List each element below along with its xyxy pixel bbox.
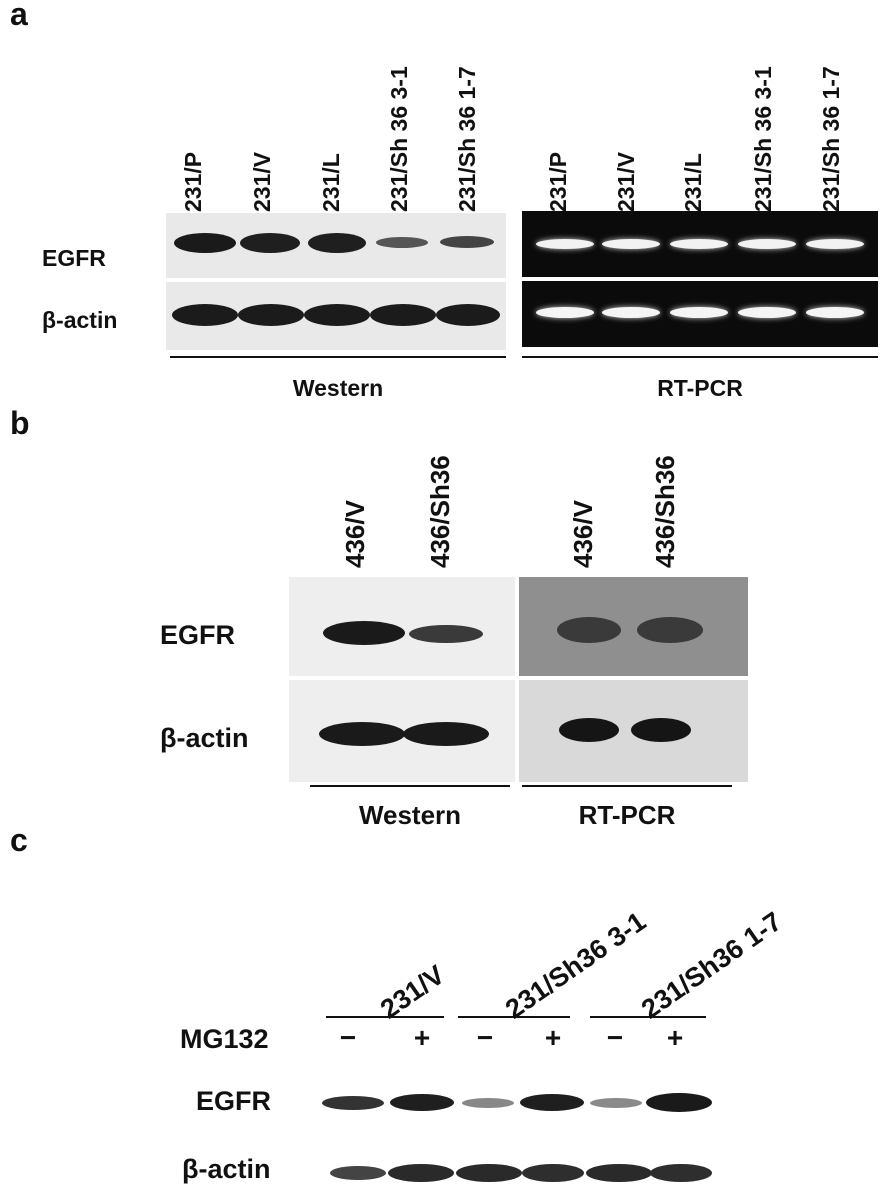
lane-label: 231/Sh 36 3-1 [386,66,412,212]
lane-label: 436/V [340,500,370,568]
group-underline [458,1016,570,1018]
western-underline [170,356,506,358]
rtpcr-gel-egfr [519,577,748,676]
lane-label: 436/V [568,500,598,568]
row-label-egfr: EGFR [42,245,106,271]
rtpcr-underline [522,785,732,787]
method-label-rtpcr: RT-PCR [578,800,676,830]
treatment-sign: + [666,1022,684,1053]
panel-a-letter: a [10,0,28,32]
method-label-western: Western [358,800,462,830]
western-blot-actin [166,282,506,350]
treatment-sign: + [544,1022,562,1053]
treatment-sign: − [606,1022,624,1053]
treatment-sign: − [476,1022,494,1053]
method-label-western: Western [292,375,384,401]
treatment-label: MG132 [180,1024,269,1054]
row-label-beta-actin: β-actin [42,307,118,333]
rtpcr-gel-actin [519,680,748,782]
row-label-beta-actin: β-actin [160,723,249,753]
row-label-egfr: EGFR [196,1086,272,1116]
western-blot-egfr [289,577,515,676]
lane-label: 231/V [613,151,639,212]
group-underline [590,1016,706,1018]
lane-label: 231/L [318,153,344,212]
lane-label: 231/P [180,151,206,212]
lane-label: 231/P [545,151,571,212]
panel-b-letter: b [10,405,30,441]
rtpcr-underline [522,356,878,358]
method-label-rtpcr: RT-PCR [657,375,743,401]
lane-label: 231/V [249,151,275,212]
row-label-egfr: EGFR [160,620,236,650]
treatment-sign: + [413,1022,431,1053]
rtpcr-gel-actin [522,281,878,347]
treatment-sign: − [339,1022,357,1053]
row-label-beta-actin: β-actin [182,1154,271,1184]
western-blot-actin [289,680,515,782]
western-blot-egfr [316,1084,716,1124]
lane-label: 231/L [680,153,706,212]
panel-c-letter: c [10,822,28,858]
group-underline [326,1016,444,1018]
western-blot-actin [316,1152,716,1196]
lane-label: 436/Sh36 [650,455,680,568]
lane-label: 231/Sh 36 1-7 [818,66,844,212]
western-underline [310,785,510,787]
group-label: 231/Sh36 3-1 [500,906,652,1025]
western-blot-egfr [166,213,506,278]
lane-label: 231/Sh 36 1-7 [454,66,480,212]
lane-label: 436/Sh36 [425,455,455,568]
group-label: 231/Sh36 1-7 [636,906,788,1025]
rtpcr-gel-egfr [522,211,878,277]
lane-label: 231/Sh 36 3-1 [750,66,776,212]
